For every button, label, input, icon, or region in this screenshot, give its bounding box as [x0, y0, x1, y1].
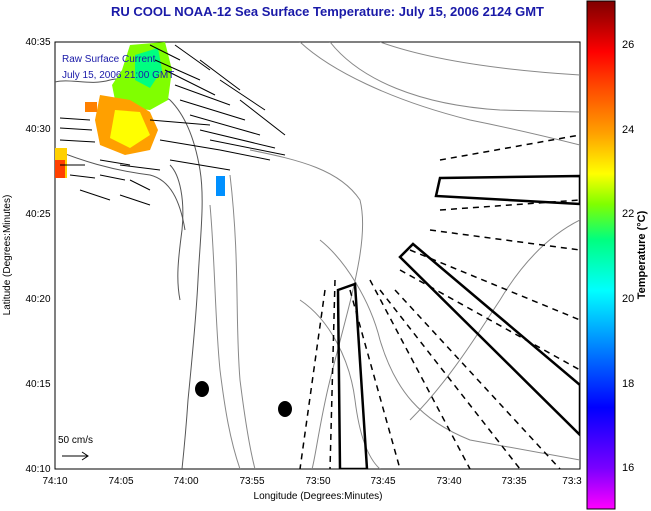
colorbar-tick: 22: [622, 208, 634, 220]
y-tick: 40:15: [25, 379, 50, 390]
y-tick: 40:25: [25, 209, 50, 220]
x-tick-labels: 74:10 74:05 74:00 73:55 73:50 73:45 73:4…: [42, 476, 582, 487]
x-tick: 73:55: [239, 476, 264, 487]
colorbar-tick: 24: [622, 124, 634, 136]
colorbar-tick: 20: [622, 293, 634, 305]
colorbar-label: Temperature (°C): [636, 210, 648, 299]
y-tick: 40:35: [25, 37, 50, 48]
map-title: RU COOL NOAA-12 Sea Surface Temperature:…: [110, 4, 545, 19]
x-tick: 73:3: [562, 476, 582, 487]
sst-patches: [55, 42, 225, 196]
y-tick: 40:10: [25, 464, 50, 475]
x-tick: 73:35: [501, 476, 526, 487]
y-tick: 40:20: [25, 294, 50, 305]
x-tick: 74:10: [42, 476, 67, 487]
overlay-line-2: July 15, 2006 21:00 GMT: [62, 70, 174, 81]
x-tick: 74:05: [108, 476, 133, 487]
scale-arrow: [62, 451, 89, 461]
coverage-wedges: [336, 174, 580, 469]
y-tick-labels: 40:35 40:30 40:25 40:20 40:15 40:10: [25, 37, 50, 475]
x-tick: 73:45: [370, 476, 395, 487]
x-tick: 73:50: [305, 476, 330, 487]
buoy-marker: [195, 381, 209, 397]
colorbar-tick: 18: [622, 378, 634, 390]
colorbar: [586, 0, 616, 510]
bathymetry-contours: [209, 42, 580, 469]
x-tick: 74:00: [173, 476, 198, 487]
x-tick: 73:40: [436, 476, 461, 487]
buoy-marker: [278, 401, 292, 417]
y-tick: 40:30: [25, 124, 50, 135]
colorbar-tick: 16: [622, 462, 634, 474]
y-axis-label: Latitude (Degrees:Minutes): [2, 195, 13, 316]
scale-label: 50 cm/s: [58, 435, 93, 446]
current-vectors: [59, 44, 286, 206]
x-axis-label: Longitude (Degrees:Minutes): [254, 491, 383, 502]
colorbar-ticks: 26 24 22 20 18 16: [622, 39, 634, 474]
colorbar-tick: 26: [622, 39, 634, 51]
coastline: [55, 78, 203, 469]
overlay-line-1: Raw Surface Current: [62, 54, 156, 65]
